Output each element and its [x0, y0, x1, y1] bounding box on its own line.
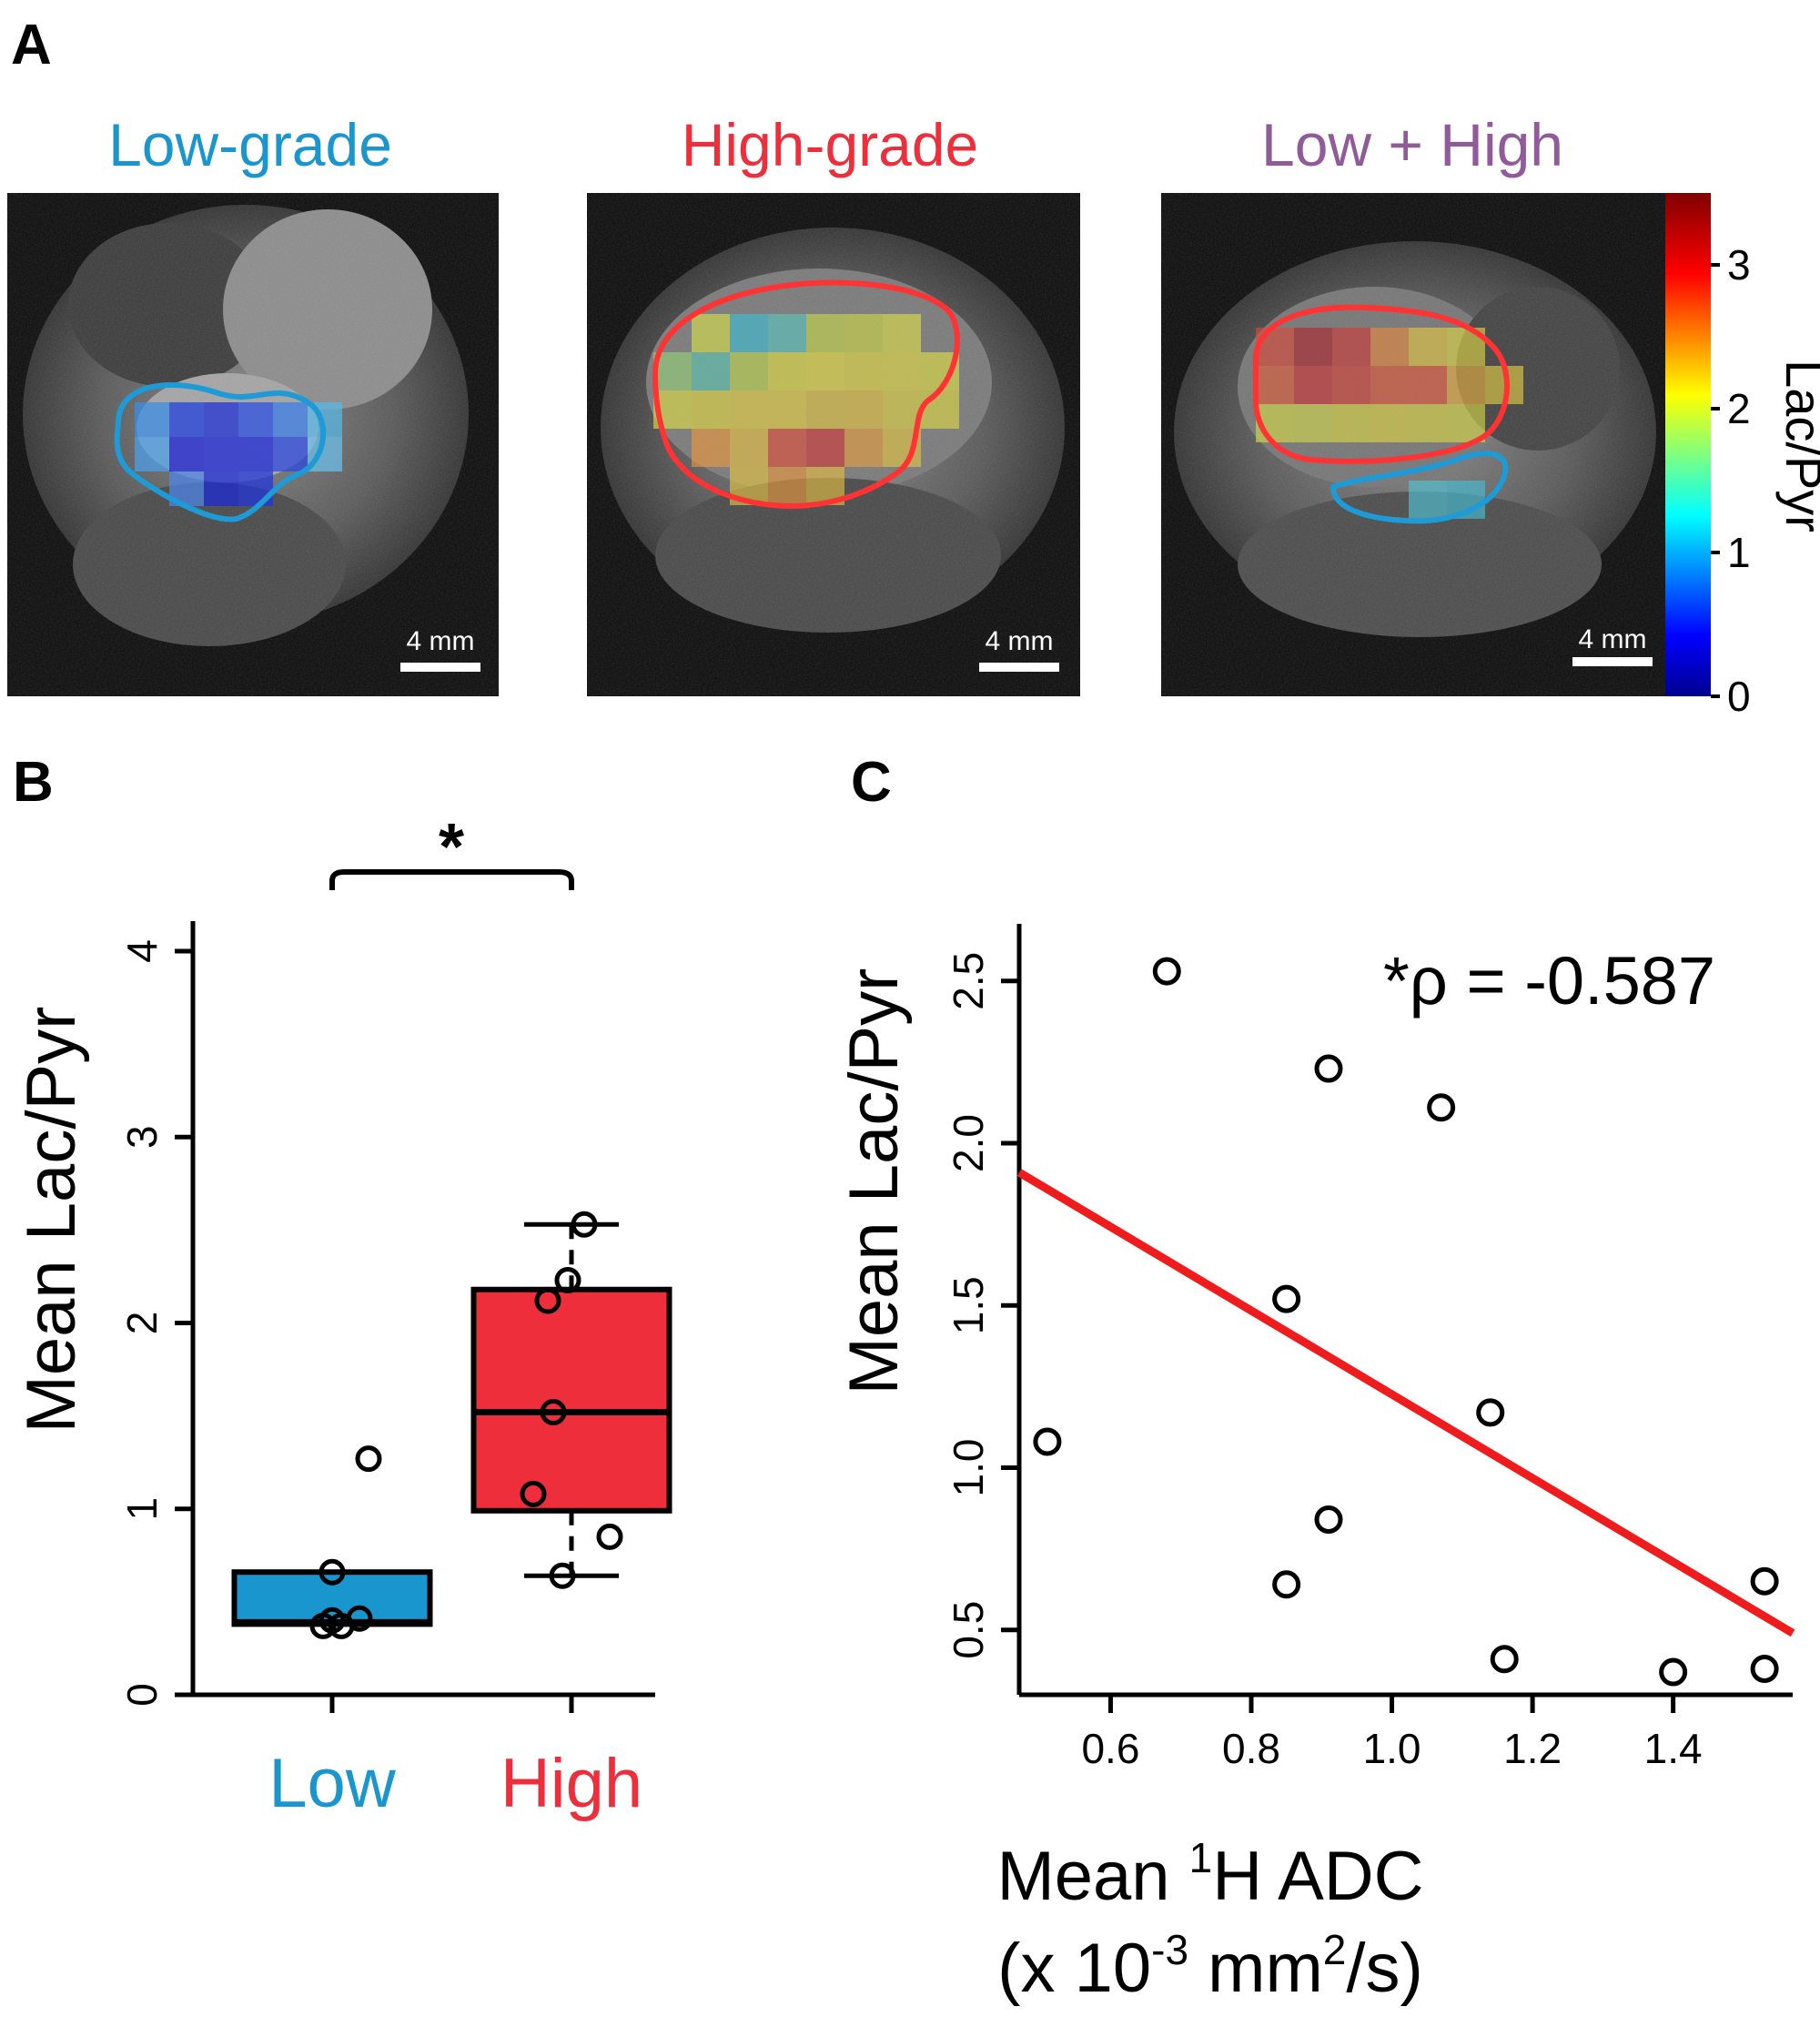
scale-bar-label: 4 mm — [986, 626, 1054, 656]
correlation-annotation: *ρ = -0.587 — [1383, 943, 1715, 1019]
data-point — [1750, 1654, 1779, 1683]
y-axis-tick-label: 1 — [118, 1497, 166, 1521]
data-point — [534, 1287, 561, 1314]
colorbar-tick-label: 1 — [1727, 529, 1751, 576]
data-point — [1314, 1054, 1343, 1083]
roi-outline-high — [652, 279, 960, 509]
y-axis-label-c: Mean Lac/Pyr — [835, 968, 913, 1395]
y-axis-tick-label: 2.5 — [945, 952, 992, 1010]
x-axis-label-main: Mean — [996, 1838, 1188, 1915]
data-point — [1272, 1284, 1301, 1313]
x-axis-tick-label: 0.6 — [1081, 1725, 1139, 1772]
image-title-low-high: Low + High — [1261, 111, 1563, 178]
data-point — [318, 1558, 346, 1586]
x-axis-units-mid: mm — [1188, 1930, 1323, 2007]
colorbar-gradient — [1665, 193, 1711, 696]
scale-bar-label: 4 mm — [407, 626, 475, 656]
data-point — [355, 1445, 382, 1473]
data-point — [1476, 1398, 1505, 1427]
data-point — [1314, 1505, 1343, 1535]
heatmap-overlay-low — [135, 402, 342, 506]
y-axis-tick-label: 2.0 — [945, 1114, 992, 1172]
colorbar: 0 1 2 3 Lac/Pyr — [1665, 193, 1820, 720]
x-axis-tick-label: 1.0 — [1363, 1725, 1421, 1772]
colorbar-tick-label: 2 — [1727, 385, 1751, 432]
colorbar-tick-label: 3 — [1727, 241, 1751, 289]
panel-c-letter: C — [851, 751, 892, 814]
data-point — [1659, 1657, 1688, 1687]
data-point — [1033, 1427, 1062, 1456]
x-axis-tick-label: 1.2 — [1503, 1725, 1562, 1772]
image-title-low-grade: Low-grade — [108, 111, 392, 178]
panel-c: C Mean Lac/Pyr 0.5 1.0 1.5 2.0 2.5 0.6 0.8 1.0 1… — [835, 751, 1795, 2007]
scale-bar-line — [1572, 657, 1653, 666]
x-axis-units-pre: (x 10 — [997, 1930, 1151, 2007]
data-point — [1750, 1566, 1779, 1596]
data-point — [596, 1523, 623, 1550]
colorbar-label: Lac/Pyr — [1775, 360, 1820, 532]
scale-bar-label: 4 mm — [1579, 624, 1647, 654]
x-axis-tick-label: 1.4 — [1644, 1725, 1703, 1772]
x-tick-label-low: Low — [268, 1745, 397, 1822]
y-axis-tick-label: 3 — [118, 1125, 166, 1149]
panel-a: A Low-grade — [7, 14, 1820, 720]
scale-bar-line — [400, 663, 480, 672]
y-axis-tick-label: 2 — [118, 1312, 166, 1335]
roi-outline-low — [114, 382, 327, 522]
data-point — [318, 1607, 346, 1634]
regression-line — [1016, 1169, 1795, 1637]
colorbar-tick-label: 0 — [1727, 673, 1751, 720]
significance-bracket — [329, 869, 574, 890]
x-axis-units-post: /s) — [1346, 1930, 1422, 2007]
x-axis-tick-label: 0.8 — [1222, 1725, 1280, 1772]
roi-outline-high-region — [1253, 304, 1510, 464]
data-point — [1272, 1570, 1301, 1599]
heatmap-overlay-high — [653, 314, 959, 505]
y-axis-tick-label: 1.0 — [945, 1438, 992, 1496]
box-low — [231, 1569, 433, 1627]
data-point — [346, 1605, 373, 1632]
scatter-plot: 0.5 1.0 1.5 2.0 2.5 0.6 0.8 1.0 1.2 1.4 — [945, 924, 1795, 1772]
x-tick-label-high: High — [500, 1745, 642, 1822]
data-point — [1427, 1093, 1456, 1122]
x-axis-units-sup: -3 — [1151, 1926, 1188, 1973]
y-axis-tick-label: 0.5 — [945, 1601, 992, 1659]
colorbar-ticks: 0 1 2 3 — [1711, 241, 1751, 720]
x-axis-label-c: Mean 1H ADC — [996, 1834, 1423, 1915]
mri-image-high-grade: High-grade — [587, 111, 1080, 696]
box-high — [470, 1286, 672, 1514]
panel-b-letter: B — [13, 751, 54, 814]
scale-bar-line — [979, 663, 1059, 672]
data-point — [554, 1267, 581, 1294]
data-point — [1490, 1645, 1519, 1674]
data-point — [549, 1562, 576, 1589]
x-axis-label-rest: H ADC — [1212, 1838, 1423, 1915]
data-point — [520, 1480, 547, 1507]
roi-outline-low-region — [1330, 451, 1509, 524]
y-axis-label-b: Mean Lac/Pyr — [13, 1007, 90, 1434]
y-axis-tick-label: 0 — [118, 1683, 166, 1707]
x-axis-units-c: (x 10-3 mm2/s) — [997, 1926, 1423, 2007]
y-axis-tick-label: 1.5 — [945, 1276, 992, 1334]
panel-a-letter: A — [11, 14, 52, 76]
image-title-high-grade: High-grade — [682, 111, 979, 178]
y-axis-tick-label: 4 — [118, 939, 166, 963]
data-point — [1152, 957, 1181, 986]
mri-image-low-grade: Low-grade — [7, 111, 499, 696]
box-plot: 0 1 2 3 4 Low High — [118, 921, 672, 1822]
mri-image-low-high: Low + High — [1161, 111, 1665, 696]
x-axis-units-sup2: 2 — [1323, 1926, 1347, 1973]
data-point — [571, 1211, 598, 1238]
x-axis-label-sup: 1 — [1189, 1834, 1213, 1881]
heatmap-overlay-low-high — [1256, 328, 1523, 519]
data-point — [540, 1399, 567, 1426]
